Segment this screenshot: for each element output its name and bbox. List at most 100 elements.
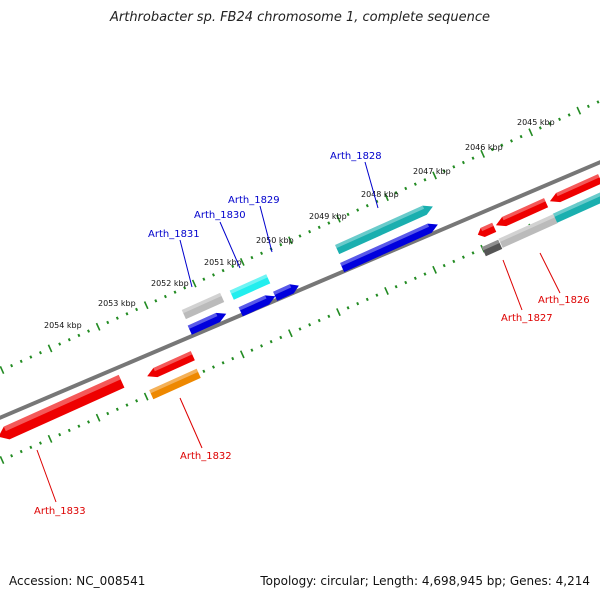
gene-gray-upper[interactable]	[181, 292, 225, 320]
upper-ruler-tick	[115, 316, 119, 320]
gene-red-edge[interactable]	[548, 174, 600, 206]
upper-ruler-tick	[317, 225, 321, 230]
gene-label-arth-1829[interactable]: Arth_1829	[228, 195, 280, 206]
upper-ruler-tick	[586, 104, 590, 109]
gene-red-right[interactable]	[494, 198, 549, 230]
upper-ruler-tick	[38, 351, 42, 355]
gene-arth-1827[interactable]	[481, 239, 503, 257]
lower-ruler-tick	[19, 449, 23, 454]
gene-arth-1827-red[interactable]	[476, 222, 497, 240]
lower-ruler-tick	[77, 424, 81, 428]
leader-line-arth-1831	[179, 239, 193, 288]
upper-ruler-tick	[231, 264, 235, 268]
gene-arth-1829[interactable]	[229, 274, 271, 300]
kbp-label-2049: 2049 kbp	[309, 212, 347, 221]
upper-ruler-tick	[0, 366, 5, 374]
lower-ruler-tick	[461, 255, 465, 259]
kbp-label-2050: 2050 kbp	[256, 236, 294, 245]
leader-line-arth-1830	[219, 221, 241, 269]
lower-ruler-tick	[279, 335, 283, 340]
lower-ruler-tick	[115, 407, 119, 411]
gene-red-mid[interactable]	[145, 351, 195, 381]
topology-summary: Topology: circular; Length: 4,698,945 bp…	[260, 574, 590, 588]
ruler-ticks	[0, 100, 600, 464]
upper-ruler-tick	[58, 342, 62, 346]
lower-ruler-tick	[336, 308, 341, 317]
upper-ruler-tick	[480, 149, 486, 158]
upper-ruler-tick	[327, 221, 331, 225]
lower-ruler-tick	[269, 339, 273, 344]
gene-label-arth-1828[interactable]: Arth_1828	[330, 151, 382, 162]
upper-ruler-tick	[567, 113, 571, 117]
upper-ruler-tick	[154, 299, 158, 303]
gene-label-arth-1831[interactable]: Arth_1831	[148, 229, 200, 240]
upper-ruler-tick	[125, 312, 129, 316]
lower-ruler-tick	[404, 280, 408, 285]
upper-ruler-tick	[163, 294, 167, 299]
lower-ruler-tick	[442, 263, 446, 268]
gene-label-arth-1826[interactable]: Arth_1826	[538, 295, 590, 306]
upper-ruler-tick	[365, 204, 369, 208]
lower-ruler-tick	[423, 272, 427, 276]
lower-ruler-tick	[239, 350, 245, 359]
gene-label-arth-1832[interactable]: Arth_1832	[180, 451, 232, 462]
lower-ruler-tick	[260, 344, 264, 348]
gene-label-arth-1830[interactable]: Arth_1830	[194, 210, 246, 221]
upper-ruler-tick	[558, 117, 562, 121]
gene-arth-1830[interactable]	[238, 292, 278, 317]
lower-ruler-tick	[143, 392, 149, 401]
lower-ruler-tick	[288, 329, 293, 338]
kbp-label-2052: 2052 kbp	[151, 279, 189, 288]
gene-teal-edge[interactable]	[552, 191, 600, 223]
lower-ruler-tick	[346, 306, 350, 310]
lower-ruler-tick	[47, 434, 53, 443]
gene-arth-1828-teal[interactable]	[335, 202, 435, 255]
lower-ruler-tick	[317, 318, 321, 323]
lower-ruler-tick	[308, 323, 312, 327]
upper-ruler-tick	[47, 344, 53, 353]
upper-ruler-tick	[29, 355, 33, 359]
upper-ruler-tick	[548, 121, 552, 126]
upper-ruler-tick	[404, 186, 408, 191]
lower-ruler-tick	[125, 403, 129, 407]
upper-ruler-tick	[183, 286, 187, 290]
upper-ruler-tick	[279, 242, 283, 247]
lower-ruler-tick	[38, 441, 42, 445]
upper-ruler-tick	[336, 214, 341, 223]
upper-ruler-tick	[413, 182, 417, 186]
upper-ruler-tick	[87, 329, 91, 333]
upper-ruler-tick	[596, 100, 600, 104]
gene-label-arth-1833[interactable]: Arth_1833	[34, 506, 86, 517]
lower-ruler-tick	[211, 365, 215, 369]
leader-line-arth-1832	[179, 397, 203, 449]
gene-arth-1826[interactable]	[498, 214, 558, 248]
gene-blue-small[interactable]	[273, 281, 301, 301]
upper-ruler-tick	[19, 359, 23, 364]
lower-ruler-tick	[384, 286, 389, 295]
gene-arth-1832[interactable]	[149, 368, 201, 400]
gene-arth-1833[interactable]	[0, 374, 125, 443]
lower-ruler-tick	[10, 454, 14, 458]
kbp-label-2047: 2047 kbp	[413, 167, 451, 176]
lower-ruler-tick	[471, 251, 475, 255]
upper-ruler-tick	[308, 229, 312, 234]
lower-ruler-tick	[327, 314, 331, 319]
upper-ruler-tick	[576, 106, 582, 115]
gene-arth-1831[interactable]	[187, 309, 229, 335]
upper-ruler-tick	[490, 147, 494, 152]
kbp-label-2051: 2051 kbp	[204, 258, 242, 267]
gene-label-arth-1827[interactable]: Arth_1827	[501, 313, 553, 324]
lower-ruler-tick	[432, 265, 437, 274]
gene-features	[0, 174, 600, 443]
leader-line-arth-1827	[502, 259, 523, 311]
lower-ruler-tick	[29, 445, 33, 450]
upper-ruler-tick	[500, 143, 504, 147]
gene-arth-1828[interactable]	[340, 220, 440, 273]
leader-line-arth-1829	[259, 205, 273, 253]
kbp-label-2048: 2048 kbp	[361, 190, 399, 199]
upper-ruler-tick	[394, 191, 398, 195]
lower-ruler-tick	[356, 301, 360, 306]
upper-ruler-tick	[519, 134, 523, 139]
lower-ruler-tick	[0, 456, 5, 464]
upper-ruler-tick	[211, 273, 215, 277]
